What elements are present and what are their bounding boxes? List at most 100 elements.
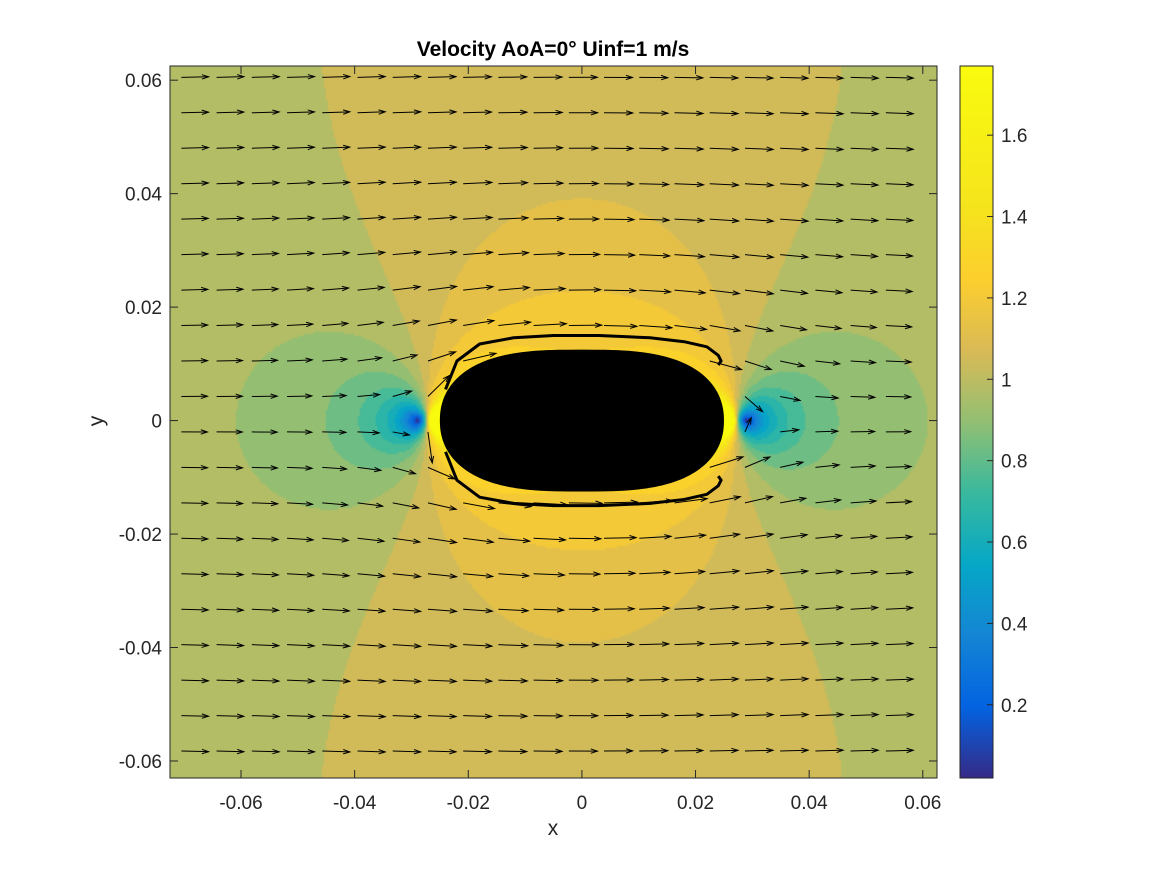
quiver-arrow bbox=[780, 784, 808, 788]
x-tick-label: 0.02 bbox=[677, 793, 714, 814]
quiver-arrow bbox=[322, 180, 352, 186]
quiver-arrow bbox=[287, 465, 314, 471]
quiver-arrow bbox=[885, 570, 914, 576]
quiver-arrow bbox=[744, 416, 752, 433]
quiver-arrow bbox=[498, 678, 529, 684]
quiver-arrow bbox=[251, 748, 281, 755]
quiver-arrow bbox=[533, 677, 565, 684]
quiver-arrow bbox=[885, 253, 915, 259]
quiver-arrow bbox=[885, 605, 915, 611]
quiver-arrow bbox=[428, 785, 456, 789]
quiver-arrow bbox=[780, 289, 809, 296]
quiver-arrow bbox=[181, 286, 210, 293]
quiver-arrow bbox=[427, 537, 459, 545]
quiver-arrow bbox=[639, 748, 670, 754]
quiver-arrow bbox=[216, 571, 245, 578]
quiver-arrow bbox=[604, 252, 637, 258]
quiver-arrow bbox=[181, 678, 210, 684]
quiver-arrow bbox=[674, 496, 709, 504]
quiver-arrow bbox=[533, 748, 564, 754]
colorbar-tick-label: 0.8 bbox=[1001, 452, 1027, 473]
quiver-arrow bbox=[639, 712, 670, 718]
colorbar-ticks: 0.2 0.4 0.6 0.8 1 1.2 1.4 1.6 bbox=[987, 126, 1028, 717]
quiver-arrow bbox=[322, 678, 352, 684]
quiver-arrow bbox=[287, 180, 316, 186]
y-tick-label: 0.04 bbox=[125, 185, 162, 206]
body-shape bbox=[439, 349, 724, 492]
quiver-arrow bbox=[181, 393, 210, 400]
quiver-arrow bbox=[885, 747, 915, 754]
y-tick-label: -0.04 bbox=[119, 639, 163, 660]
quiver-arrow bbox=[604, 748, 635, 754]
quiver-arrow bbox=[568, 216, 601, 222]
quiver-arrow bbox=[357, 74, 387, 80]
quiver-arrow bbox=[709, 325, 742, 333]
quiver-arrow bbox=[181, 180, 210, 186]
quiver-arrow bbox=[568, 110, 600, 116]
chart-title: Velocity AoA=0° Uinf=1 m/s bbox=[417, 38, 690, 61]
quiver-arrow bbox=[392, 537, 422, 544]
quiver-arrow bbox=[674, 676, 705, 683]
quiver-arrow bbox=[251, 642, 281, 649]
x-tick-label: 0.04 bbox=[791, 793, 828, 814]
quiver-arrow bbox=[392, 74, 423, 80]
quiver-arrow bbox=[744, 676, 775, 682]
quiver-arrow bbox=[251, 713, 281, 719]
quiver-arrow bbox=[427, 318, 458, 327]
quiver-arrow bbox=[216, 393, 244, 399]
quiver-arrow bbox=[392, 713, 423, 720]
quiver-arrow bbox=[392, 643, 423, 649]
x-tick-label: -0.04 bbox=[333, 793, 377, 814]
quiver-arrow bbox=[568, 74, 599, 80]
quiver-arrow bbox=[709, 712, 740, 718]
quiver-arrow bbox=[744, 604, 775, 611]
quiver-arrow bbox=[709, 110, 740, 117]
quiver-arrow bbox=[815, 217, 845, 224]
quiver-arrow bbox=[780, 569, 810, 575]
quiver-arrow bbox=[216, 109, 246, 115]
quiver-arrow bbox=[427, 748, 458, 755]
quiver-arrow bbox=[216, 465, 245, 471]
quiver-arrow bbox=[287, 250, 316, 257]
quiver-arrow bbox=[357, 285, 386, 291]
plot-frame bbox=[169, 65, 938, 779]
quiver-arrow bbox=[709, 146, 740, 152]
quiver-arrow bbox=[780, 217, 810, 224]
x-tick-label: 0 bbox=[577, 793, 588, 814]
quiver-arrow bbox=[709, 360, 744, 371]
quiver-arrow bbox=[850, 498, 878, 505]
x-axis-label: x bbox=[548, 817, 559, 840]
quiver-arrow bbox=[322, 785, 350, 789]
quiver-arrow bbox=[216, 286, 245, 293]
quiver-arrow bbox=[181, 215, 210, 222]
quiver-arrow bbox=[709, 568, 741, 575]
colorbar-tick-label: 1.4 bbox=[1001, 208, 1028, 229]
quiver-arrow bbox=[709, 456, 745, 468]
quiver-arrow bbox=[251, 180, 281, 186]
quiver-arrow bbox=[568, 571, 602, 577]
quiver-arrow bbox=[850, 463, 877, 470]
quiver-arrow bbox=[463, 109, 494, 115]
quiver-arrow bbox=[851, 784, 879, 788]
quiver-arrow bbox=[322, 429, 348, 435]
quiver-arrow bbox=[216, 144, 246, 151]
quiver-arrow bbox=[850, 324, 878, 330]
quiver-arrow bbox=[815, 640, 845, 647]
quiver-arrow bbox=[674, 641, 706, 647]
colorbar-tick-label: 0.2 bbox=[1001, 696, 1027, 717]
streamlines bbox=[444, 333, 723, 508]
y-axis-label: y bbox=[85, 415, 108, 426]
quiver-arrow bbox=[604, 74, 635, 81]
quiver-arrow bbox=[815, 110, 845, 117]
quiver-arrow bbox=[780, 427, 801, 434]
quiver-arrow bbox=[181, 145, 211, 151]
quiver-arrow bbox=[216, 322, 245, 328]
quiver-arrow bbox=[427, 643, 458, 649]
quiver-arrow bbox=[568, 251, 602, 258]
quiver-arrow bbox=[533, 713, 564, 719]
quiver-arrows bbox=[181, 74, 915, 789]
quiver-arrow bbox=[251, 357, 280, 364]
quiver-arrow bbox=[392, 319, 421, 327]
quiver-arrow bbox=[885, 359, 913, 365]
quiver-arrow bbox=[674, 289, 707, 295]
